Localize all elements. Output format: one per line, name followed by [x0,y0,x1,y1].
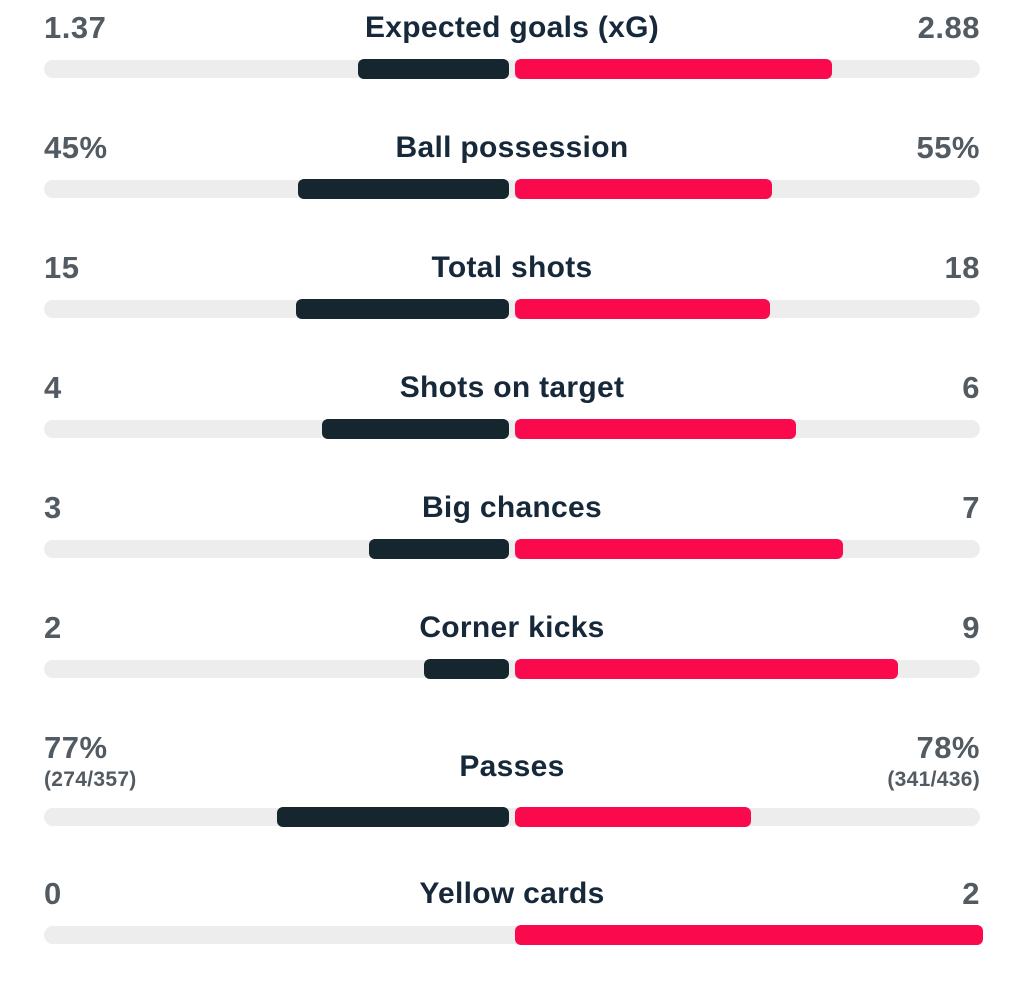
home-value: 2 [44,610,62,645]
away-bar [515,419,796,439]
home-bar [298,179,509,199]
stat-row-shots-on-target: 4 Shots on target 6 [44,370,980,490]
stat-row-corner-kicks: 2 Corner kicks 9 [44,610,980,730]
away-value: 2 [962,876,980,911]
home-value: 3 [44,490,62,525]
away-bar [515,807,751,827]
away-sub-value: (341/436) [887,768,980,791]
stat-header: 15 Total shots 18 [44,250,980,286]
stat-header: 0 Yellow cards 2 [44,876,980,912]
stat-label: Corner kicks [419,611,605,644]
away-value: 6 [962,370,980,405]
home-bar [423,659,509,679]
home-value: 77% [44,730,108,765]
away-value: 55% [916,130,980,165]
home-bar [321,419,509,439]
home-bar [276,807,509,827]
stat-header: 2 Corner kicks 9 [44,610,980,646]
home-sub-value: (274/357) [44,768,137,791]
home-value: 15 [44,250,80,285]
away-bar [515,539,843,559]
bar-track [44,59,980,79]
home-value: 45% [44,130,108,165]
stat-row-passes: 77% (274/357) Passes 78% (341/436) [44,730,980,876]
home-value: 4 [44,370,62,405]
bar-track [44,299,980,319]
stat-row-big-chances: 3 Big chances 7 [44,490,980,610]
stat-label: Passes [459,750,565,783]
stat-label: Expected goals (xG) [364,11,660,44]
away-value: 18 [944,250,980,285]
away-bar [515,59,833,79]
home-bar [368,539,509,559]
stat-header: 1.37 Expected goals (xG) 2.88 [44,10,980,46]
stat-label: Shots on target [399,371,625,404]
bar-track [44,419,980,439]
away-bar [515,179,773,199]
stat-row-expected-goals: 1.37 Expected goals (xG) 2.88 [44,10,980,130]
stat-label: Big chances [421,491,603,524]
stat-label: Total shots [431,251,593,284]
stat-header: 45% Ball possession 55% [44,130,980,166]
away-value-block: 78% (341/436) [790,730,980,794]
home-bar [296,299,509,319]
away-bar [515,299,771,319]
stat-header: 77% (274/357) Passes 78% (341/436) [44,730,980,794]
home-value-block: 77% (274/357) [44,730,234,794]
home-value: 0 [44,876,62,911]
home-bar [358,59,509,79]
bar-track [44,925,983,945]
bar-track [44,659,980,679]
bar-track [44,179,980,199]
stat-label: Yellow cards [419,877,605,910]
stat-row-total-shots: 15 Total shots 18 [44,250,980,370]
bar-track [44,539,980,559]
away-value: 2.88 [917,10,980,45]
away-value: 78% [916,730,980,765]
away-bar [515,659,898,679]
stat-row-ball-possession: 45% Ball possession 55% [44,130,980,250]
stat-header: 3 Big chances 7 [44,490,980,526]
stat-label: Ball possession [395,131,629,164]
away-value: 9 [962,610,980,645]
away-bar [515,925,983,945]
stat-header: 4 Shots on target 6 [44,370,980,406]
bar-track [44,807,980,827]
home-value: 1.37 [44,10,107,45]
away-value: 7 [962,490,980,525]
stat-row-yellow-cards: 0 Yellow cards 2 [44,876,983,985]
